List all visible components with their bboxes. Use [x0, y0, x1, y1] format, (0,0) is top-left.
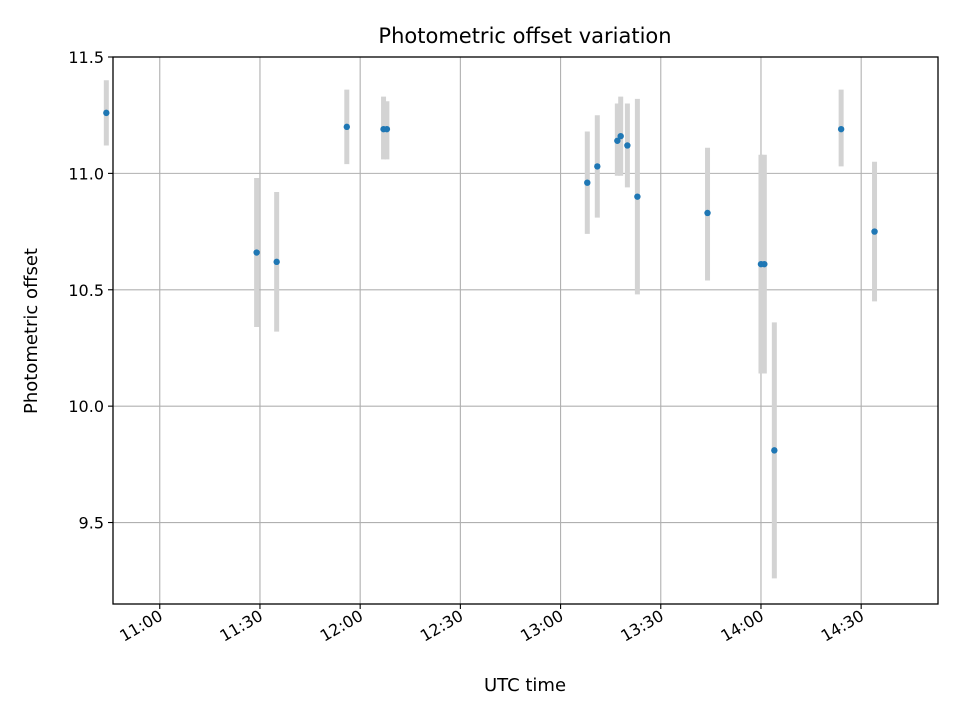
y-tick-label: 9.5: [79, 514, 104, 533]
data-point: [617, 132, 624, 140]
x-axis-label: UTC time: [484, 675, 566, 696]
data-point: [383, 125, 391, 133]
y-tick-label: 11.5: [68, 48, 104, 67]
data-point: [624, 142, 631, 149]
y-tick-label: 10.0: [68, 397, 104, 416]
data-point: [253, 249, 260, 256]
data-point: [837, 125, 845, 133]
data-point: [871, 228, 878, 235]
y-tick-label: 10.5: [68, 281, 104, 300]
data-points: [103, 109, 878, 454]
grid: [113, 56, 938, 604]
data-point: [704, 209, 711, 217]
data-point: [343, 123, 351, 131]
data-point: [594, 163, 601, 170]
data-point: [771, 447, 778, 454]
data-point: [634, 193, 641, 200]
plot-frame: [112, 56, 939, 605]
data-point: [103, 109, 110, 117]
chart-title: Photometric offset variation: [378, 24, 671, 48]
y-axis-label: Photometric offset: [21, 248, 42, 414]
data-point: [584, 179, 591, 186]
data-point: [614, 137, 621, 144]
y-tick-label: 11.0: [68, 164, 104, 183]
y-axis: 9.5 10.0 10.5 11.0 11.5: [68, 48, 113, 533]
data-point: [761, 260, 768, 268]
data-point: [273, 258, 280, 266]
